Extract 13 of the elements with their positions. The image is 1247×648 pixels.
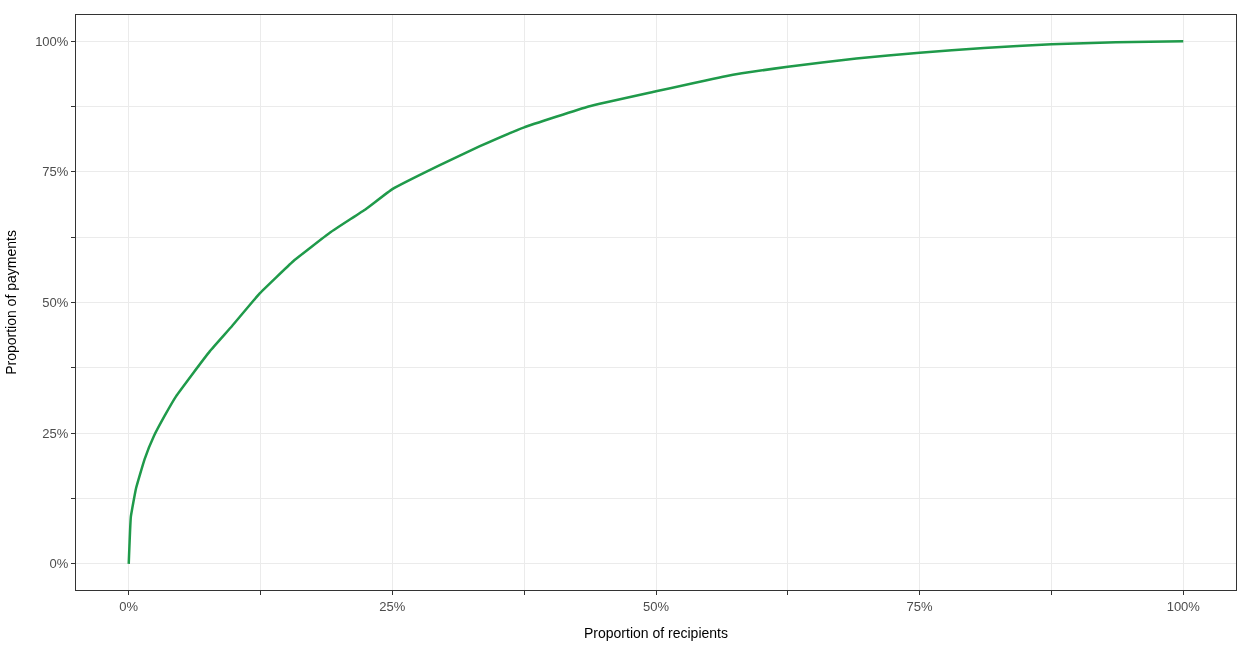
- y-tick-label: 100%: [35, 33, 69, 49]
- x-axis-title: Proportion of recipients: [584, 624, 728, 641]
- y-tick-label: 50%: [42, 295, 69, 311]
- y-tick-label: 25%: [42, 425, 69, 441]
- x-tick-label: 100%: [1166, 598, 1201, 614]
- y-axis-title: Proportion of payments: [2, 230, 19, 375]
- x-tick-label: 75%: [906, 598, 934, 614]
- line-series: [127, 39, 1185, 566]
- y-tick-label: 75%: [42, 164, 69, 180]
- x-tick-label: 0%: [119, 598, 139, 614]
- x-tick-label: 50%: [642, 598, 670, 614]
- y-tick-label: 0%: [49, 556, 69, 572]
- x-tick-label: 25%: [379, 598, 406, 614]
